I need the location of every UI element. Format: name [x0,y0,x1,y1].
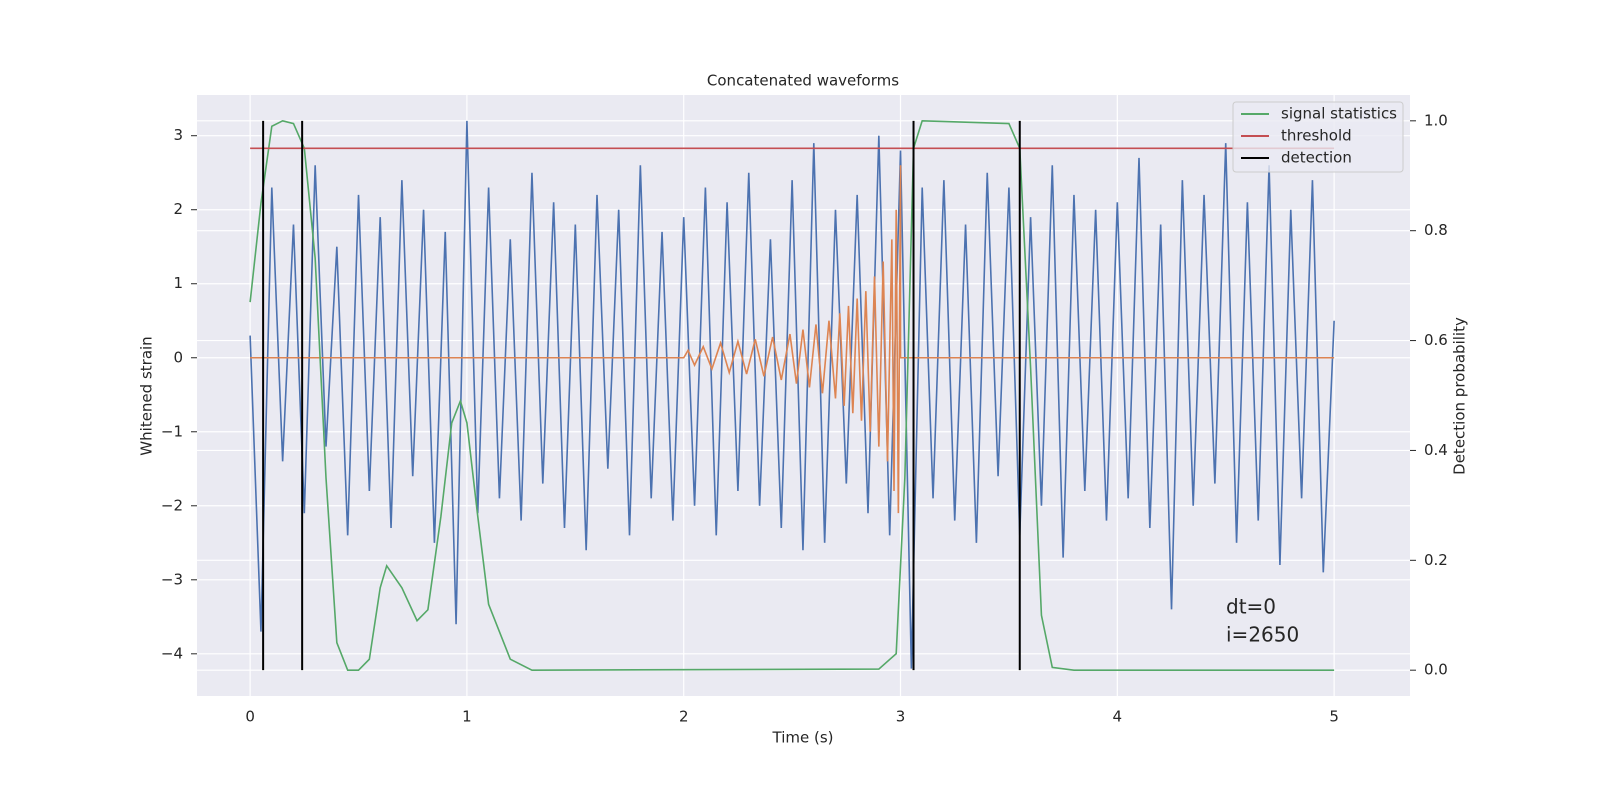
legend-label: threshold [1281,127,1352,145]
x-tick-label: 5 [1329,708,1339,726]
y-tick-label: −2 [161,496,183,514]
legend-label: signal statistics [1281,105,1397,123]
y-tick-label: 2 [173,200,183,218]
y2-tick-label: 0.2 [1424,551,1448,569]
annotation: i=2650 [1226,623,1299,647]
series-line [250,165,1335,514]
y-tick-label: −1 [161,422,183,440]
y2-tick-label: 0.8 [1424,221,1448,239]
y2-axis-label: Detection probability [1451,317,1469,475]
legend-label: detection [1281,149,1352,167]
legend-box [1232,101,1404,173]
marks [249,119,1335,671]
y2-tick-label: 0.0 [1424,661,1448,679]
legend: signal statistics threshold detection [1232,101,1404,173]
y-tick-label: 0 [173,348,183,366]
y2-tick-label: 0.4 [1424,441,1448,459]
x-tick-label: 0 [245,708,255,726]
x-tick-label: 3 [896,708,906,726]
x-tick-label: 1 [462,708,472,726]
y-axis-label: Whitened strain [138,336,156,455]
chart-title: Concatenated waveforms [707,72,899,90]
y-tick-label: −4 [161,644,183,662]
series-line [249,120,1335,669]
y2-tick-label: 1.0 [1424,111,1448,129]
annotation: dt=0 [1226,595,1276,619]
plot-area [197,95,1410,696]
series-line [249,119,1335,671]
y-tick-label: 1 [173,274,183,292]
x-tick-label: 4 [1113,708,1123,726]
y-tick-label: 3 [173,126,183,144]
y-tick-label: −3 [161,570,183,588]
x-axis-label: Time (s) [772,729,834,747]
y2-tick-label: 0.6 [1424,331,1448,349]
x-tick-label: 2 [679,708,689,726]
